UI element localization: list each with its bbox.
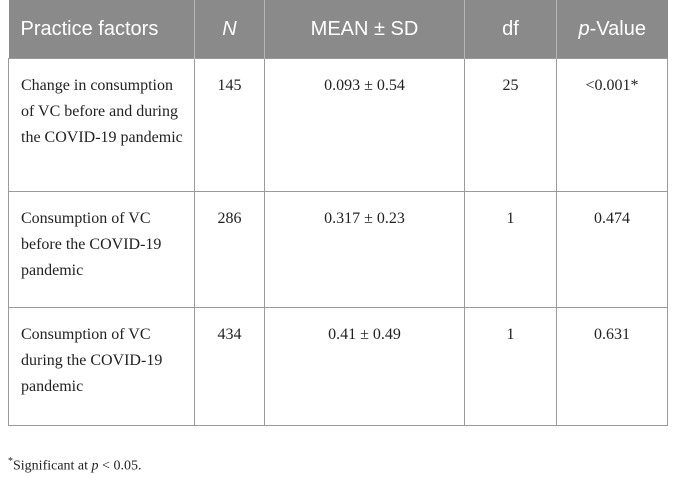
footnote-marker: *	[8, 456, 13, 467]
cell-p-value: <0.001*	[556, 57, 668, 192]
cell-p-value: 0.474	[556, 190, 668, 308]
header-df: df	[464, 0, 557, 58]
cell-df: 25	[464, 57, 557, 192]
cell-n: 145	[194, 57, 265, 192]
results-table: Practice factors N MEAN ± SD df p-Value …	[8, 0, 668, 426]
header-p-value: p-Value	[557, 0, 668, 58]
cell-p-value: 0.631	[556, 306, 668, 426]
table-header: Practice factors N MEAN ± SD df p-Value	[8, 0, 668, 58]
header-practice-factors: Practice factors	[8, 0, 195, 58]
header-n: N	[194, 0, 265, 58]
table-footnote: *Significant at p < 0.05.	[8, 456, 141, 475]
cell-mean-sd: 0.317 ± 0.23	[264, 190, 465, 308]
cell-mean-sd: 0.41 ± 0.49	[264, 306, 465, 426]
cell-factor: Consumption of VC before the COVID-19 pa…	[8, 190, 195, 308]
cell-factor: Change in consumption of VC before and d…	[8, 57, 195, 192]
cell-df: 1	[464, 306, 557, 426]
header-n-label: N	[222, 17, 237, 40]
cell-factor: Consumption of VC during the COVID-19 pa…	[8, 306, 195, 426]
footnote-condition: < 0.05.	[98, 458, 142, 474]
cell-df: 1	[464, 190, 557, 308]
header-p-symbol: p	[578, 17, 590, 40]
cell-n: 434	[194, 306, 265, 426]
table-row: Consumption of VC before the COVID-19 pa…	[8, 190, 668, 308]
table-row: Consumption of VC during the COVID-19 pa…	[8, 306, 668, 426]
footnote-text: Significant at	[13, 458, 92, 474]
header-mean-sd: MEAN ± SD	[264, 0, 465, 58]
table-row: Change in consumption of VC before and d…	[8, 57, 668, 192]
results-table-container: Practice factors N MEAN ± SD df p-Value …	[8, 0, 668, 426]
header-p-suffix: -Value	[589, 17, 646, 40]
cell-n: 286	[194, 190, 265, 308]
table-body: Change in consumption of VC before and d…	[8, 57, 668, 426]
header-row: Practice factors N MEAN ± SD df p-Value	[8, 0, 668, 58]
cell-mean-sd: 0.093 ± 0.54	[264, 57, 465, 192]
footnote-p-symbol: p	[91, 458, 99, 474]
